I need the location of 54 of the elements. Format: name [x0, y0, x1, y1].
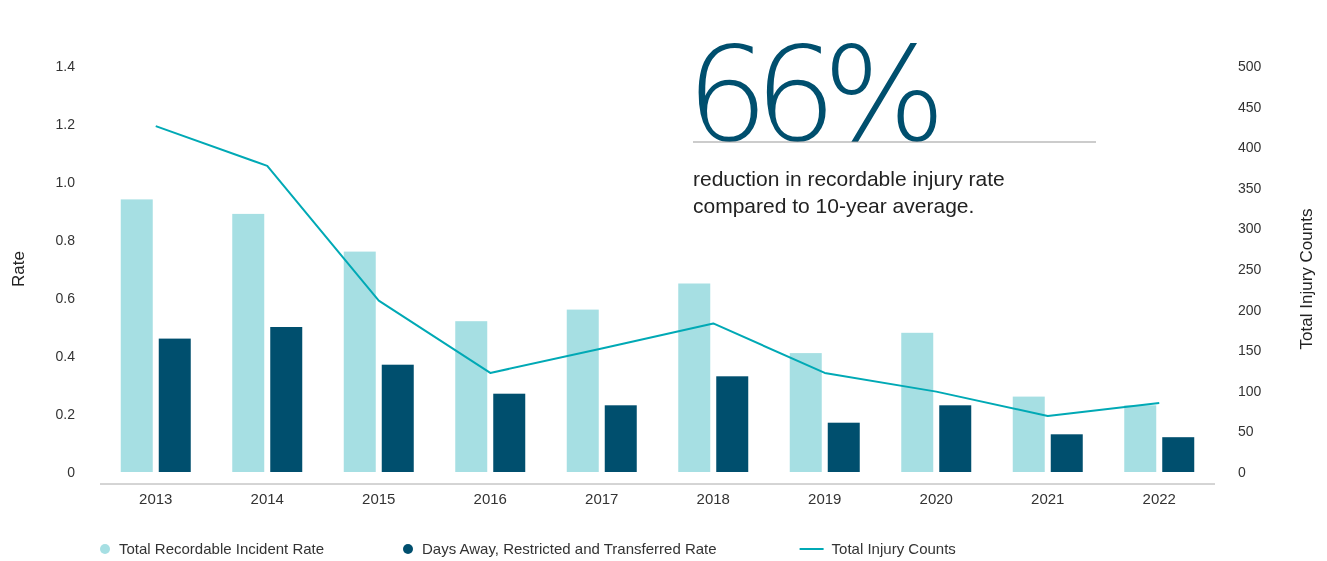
y-tick-label: 1.4	[55, 58, 76, 74]
y2-tick-label: 200	[1238, 301, 1262, 318]
bar	[678, 283, 711, 472]
bar	[827, 422, 860, 472]
bar	[1012, 396, 1045, 472]
y2-tick-label: 400	[1238, 139, 1262, 156]
x-tick-label: 2014	[250, 490, 284, 507]
bar	[939, 405, 972, 472]
x-tick-label: 2022	[1142, 490, 1176, 507]
x-tick-label: 2020	[919, 490, 953, 507]
y-tick-label: 0.4	[55, 348, 76, 364]
legend-label: Total Injury Counts	[831, 540, 956, 557]
bar	[270, 327, 303, 472]
x-tick-label: 2019	[808, 490, 842, 507]
y-tick-label: 0.8	[55, 232, 76, 248]
y2-tick-label: 500	[1238, 58, 1262, 74]
bar	[1050, 434, 1083, 472]
bar	[716, 376, 749, 472]
y-tick-label: 0.6	[55, 290, 76, 306]
bar	[604, 405, 637, 472]
bar	[789, 353, 822, 472]
y-tick-label: 0	[67, 464, 76, 480]
x-tick-label: 2021	[1031, 490, 1065, 507]
bar	[493, 393, 526, 472]
y2-tick-label: 100	[1238, 382, 1262, 399]
bar	[1124, 405, 1157, 472]
bar	[1162, 437, 1195, 472]
legend-label: Days Away, Restricted and Transferred Rate	[422, 540, 717, 557]
y2-tick-label: 300	[1238, 220, 1262, 237]
bar	[566, 309, 599, 472]
bar	[343, 251, 376, 472]
bar	[120, 199, 153, 472]
x-tick-label: 2013	[139, 490, 173, 507]
y2-tick-label: 250	[1238, 261, 1262, 277]
bar	[158, 338, 191, 472]
y-axis-title: Rate	[9, 251, 28, 287]
bar	[381, 364, 414, 472]
y2-tick-label: 450	[1238, 98, 1262, 115]
bar	[455, 321, 488, 472]
y-tick-label: 1.0	[55, 174, 76, 190]
x-tick-label: 2016	[473, 490, 507, 507]
y2-tick-label: 150	[1238, 342, 1262, 359]
y-tick-label: 1.2	[55, 116, 76, 132]
legend-label: Total Recordable Incident Rate	[119, 540, 325, 557]
bar	[232, 213, 265, 472]
y2-axis-title: Total Injury Counts	[1297, 208, 1316, 350]
x-tick-label: 2018	[696, 490, 730, 507]
y2-tick-label: 350	[1238, 179, 1262, 196]
y2-tick-label: 50	[1238, 423, 1254, 440]
x-tick-label: 2015	[362, 490, 396, 507]
bar	[901, 332, 934, 472]
x-tick-label: 2017	[585, 490, 619, 507]
y2-tick-label: 0	[1238, 464, 1246, 480]
y-tick-label: 0.2	[55, 406, 76, 422]
